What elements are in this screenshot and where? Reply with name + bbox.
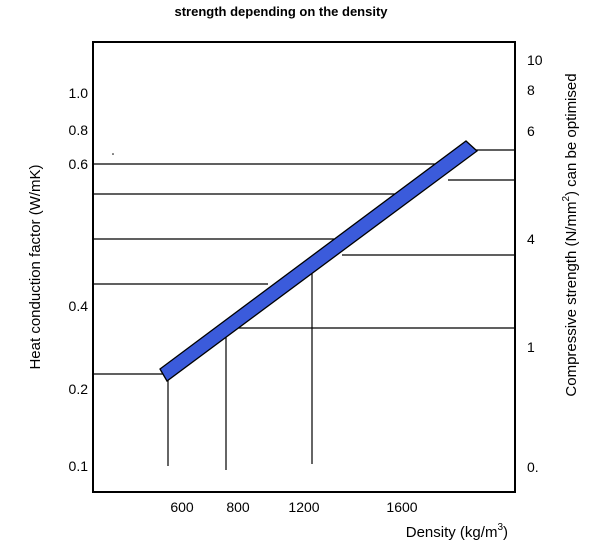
right-tick-label: 0. xyxy=(527,459,539,475)
x-axis-ticks: 600 800 1200 1600 xyxy=(170,499,417,515)
x-tick-label: 1600 xyxy=(386,499,417,515)
right-axis-ticks: 10 8 6 4 1 0. xyxy=(527,52,543,475)
right-tick-label: 10 xyxy=(527,52,543,68)
plot-frame xyxy=(92,41,516,493)
x-tick-label: 1200 xyxy=(288,499,319,515)
left-tick-label: 1.0 xyxy=(69,85,89,101)
series-band xyxy=(159,140,479,382)
right-tick-label: 4 xyxy=(527,231,535,247)
left-axis-ticks: 1.0 0.8 0.6 0.4 0.2 0.1 xyxy=(69,85,89,474)
left-tick-label: 0.1 xyxy=(69,458,89,474)
left-tick-label: 0.2 xyxy=(69,381,89,397)
left-tick-label: 0.8 xyxy=(69,122,89,138)
stray-dot xyxy=(112,153,114,155)
chart-title: strength depending on the density xyxy=(174,4,388,19)
vertical-reference-lines xyxy=(167,270,313,470)
x-tick-label: 600 xyxy=(170,499,194,515)
right-tick-label: 8 xyxy=(527,82,535,98)
right-tick-label: 6 xyxy=(527,123,535,139)
left-tick-label: 0.6 xyxy=(69,156,89,172)
y-axis-right-label: Compressive strength (N/mm2) can be opti… xyxy=(561,73,580,396)
right-tick-label: 1 xyxy=(527,339,535,355)
left-tick-label: 0.4 xyxy=(69,298,89,314)
x-axis-label: Density (kg/m3) xyxy=(406,522,508,541)
x-tick-label: 800 xyxy=(226,499,250,515)
left-reference-lines xyxy=(93,163,441,375)
y-axis-left-label: Heat conduction factor (W/mK) xyxy=(27,164,44,369)
